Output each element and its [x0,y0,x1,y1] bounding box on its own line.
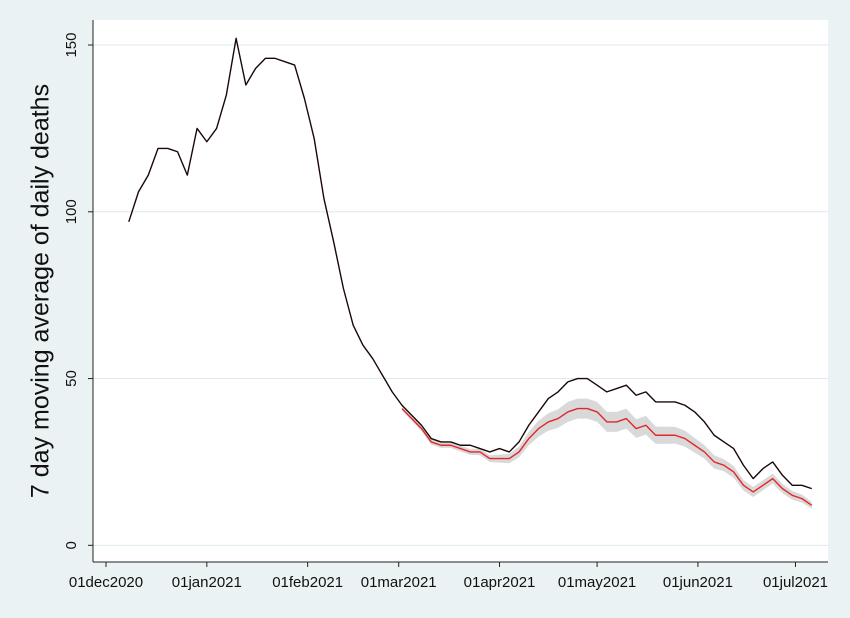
x-tick-label: 01feb2021 [272,574,343,591]
data-line [128,37,812,490]
x-tick-label: 01mar2021 [361,574,437,591]
y-tick-label: 0 [63,541,80,549]
x-tick-label: 01jul2021 [763,574,828,591]
y-tick-label: 150 [63,32,80,57]
x-tick-label: 01jan2021 [172,574,242,591]
data-line [401,407,813,506]
y-tick-label: 100 [63,199,80,224]
x-tick-label: 01may2021 [558,574,636,591]
x-tick-label: 01apr2021 [464,574,536,591]
x-tick-label: 01jun2021 [663,574,733,591]
confidence-band [401,398,812,509]
y-tick-label: 50 [63,370,80,387]
plot-area [93,20,828,562]
y-axis-label: 7 day moving average of daily deaths [27,84,55,498]
x-tick-label: 01dec2020 [69,574,143,591]
